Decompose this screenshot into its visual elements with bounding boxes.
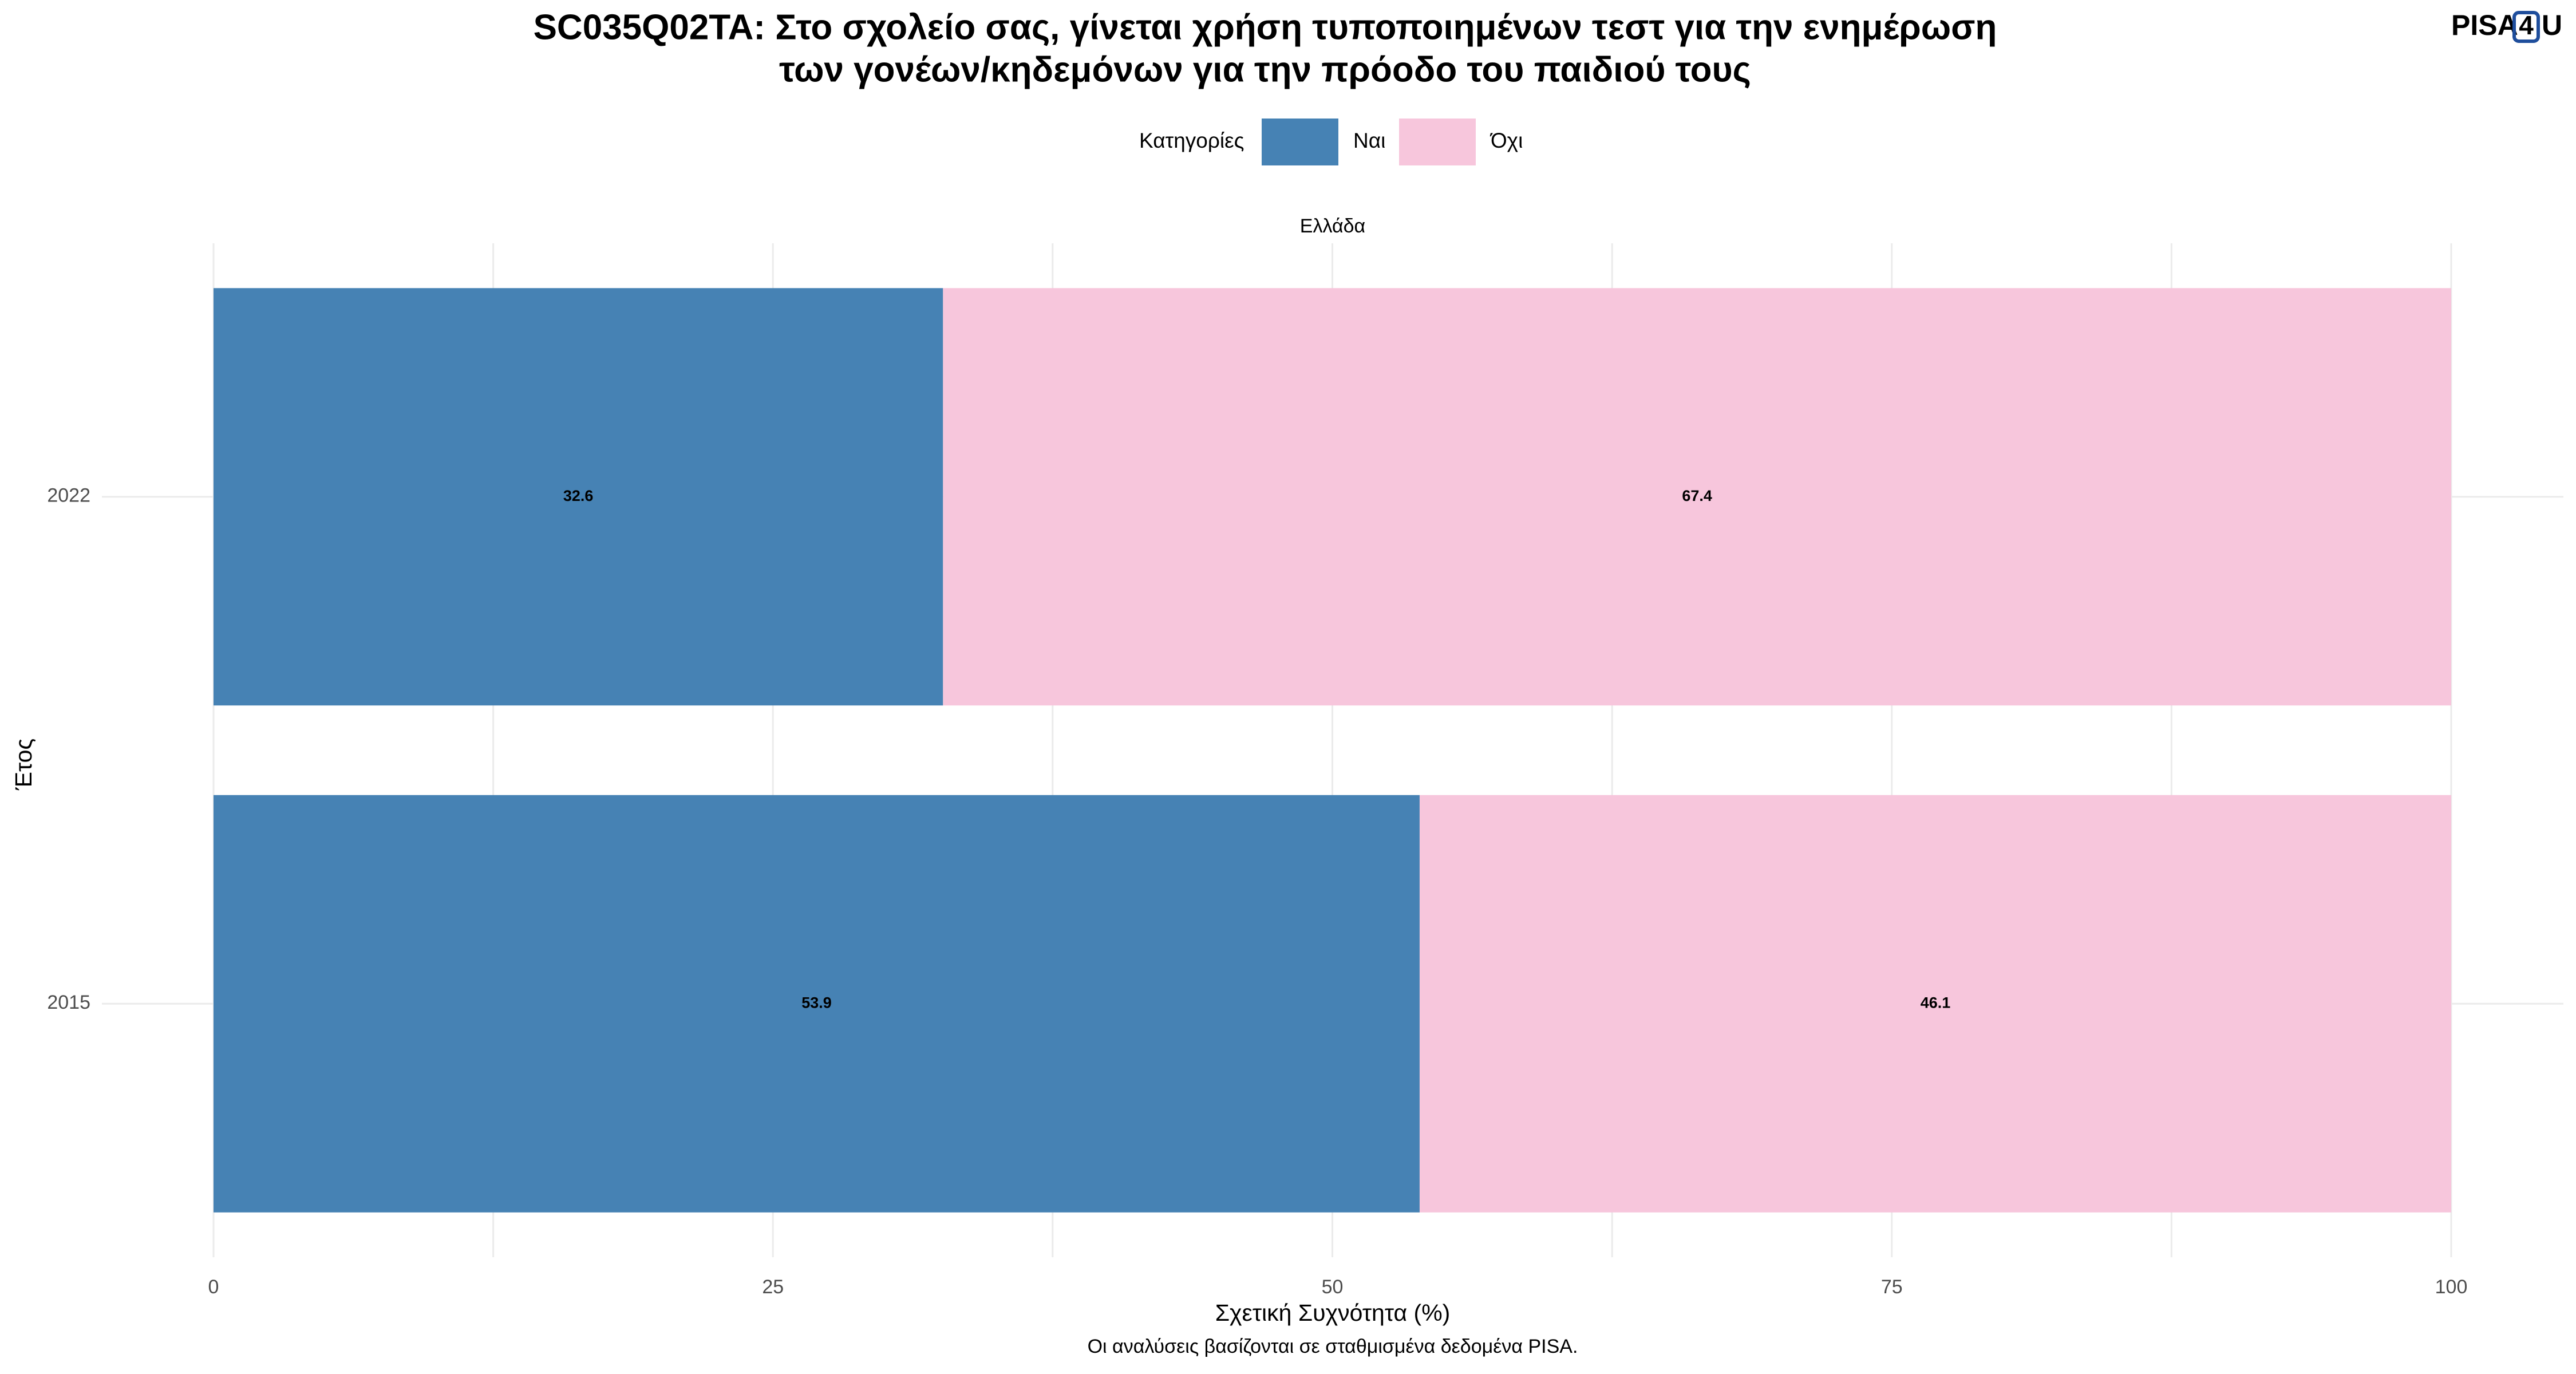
legend-swatch <box>1399 119 1476 165</box>
logo: U <box>2542 9 2562 41</box>
y-tick-label: 2015 <box>47 992 90 1013</box>
facet-label: Ελλάδα <box>1300 215 1365 237</box>
x-tick-label: 100 <box>2435 1276 2468 1298</box>
logo-box <box>2512 11 2540 43</box>
logo: 4 <box>2519 10 2534 40</box>
data-label: 46.1 <box>1921 994 1951 1011</box>
legend-label: Όχι <box>1490 129 1523 152</box>
data-label: 32.6 <box>563 487 594 504</box>
bar-segment <box>214 288 943 706</box>
bar-segment <box>943 288 2451 706</box>
logo: PISA <box>2451 9 2518 41</box>
y-tick-label: 2022 <box>47 485 90 507</box>
bar-segment <box>214 795 1420 1213</box>
legend-swatch <box>1262 119 1338 165</box>
data-label: 67.4 <box>1682 487 1712 504</box>
caption: Οι αναλύσεις βασίζονται σε σταθμισμένα δ… <box>1088 1336 1578 1357</box>
x-tick-label: 0 <box>208 1276 219 1298</box>
chart-title: SC035Q02TA: Στο σχολείο σας, γίνεται χρή… <box>534 7 1997 47</box>
chart-title: των γονέων/κηδεμόνων για την πρόοδο του … <box>779 50 1751 89</box>
x-axis-title: Σχετική Συχνότητα (%) <box>1215 1300 1451 1326</box>
y-axis-title: Έτος <box>10 739 37 791</box>
bar-segment <box>1419 795 2451 1213</box>
x-tick-label: 50 <box>1322 1276 1344 1298</box>
legend-label: Ναι <box>1353 129 1385 152</box>
x-tick-label: 25 <box>762 1276 784 1298</box>
legend-title: Κατηγορίες <box>1139 129 1244 152</box>
x-tick-label: 75 <box>1881 1276 1903 1298</box>
data-label: 53.9 <box>801 994 832 1011</box>
